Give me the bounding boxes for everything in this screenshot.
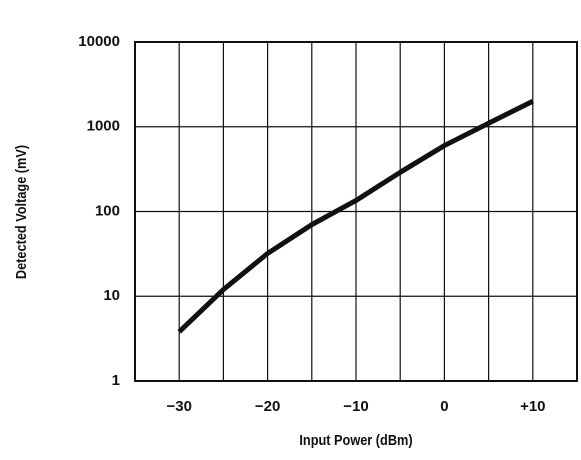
y-tick-label: 10 bbox=[103, 287, 120, 304]
data-line bbox=[177, 98, 534, 334]
x-tick-label: −10 bbox=[343, 398, 368, 415]
y-axis-label: Detected Voltage (mV) bbox=[12, 145, 29, 279]
plot-frame bbox=[134, 41, 578, 382]
x-tick-label: −20 bbox=[255, 398, 280, 415]
y-tick-label: 1 bbox=[112, 372, 120, 389]
y-tick-label: 10000 bbox=[78, 33, 120, 50]
y-tick-label: 100 bbox=[95, 202, 120, 219]
x-tick-label: +10 bbox=[520, 398, 545, 415]
y-tick-label: 1000 bbox=[87, 118, 120, 135]
x-tick-label: −30 bbox=[166, 398, 191, 415]
x-tick-label: 0 bbox=[440, 398, 448, 415]
x-axis-label: Input Power (dBm) bbox=[299, 431, 412, 448]
